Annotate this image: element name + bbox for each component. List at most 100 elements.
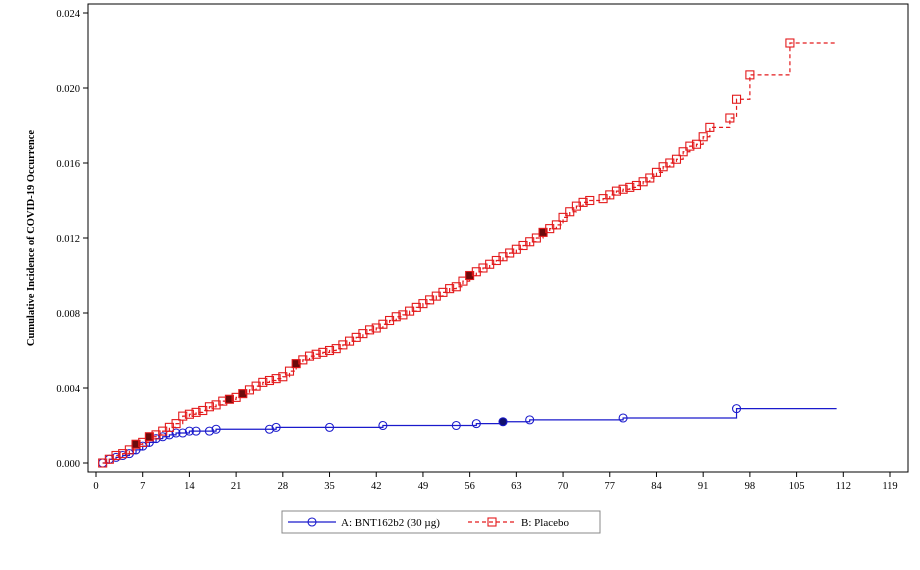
data-point [685, 141, 695, 151]
data-point [731, 94, 742, 104]
data-point [278, 372, 288, 382]
legend-item-b: B: Placebo [468, 517, 569, 529]
data-point [131, 439, 141, 449]
y-axis-title: Cumulative Incidence of COVID-19 Occurre… [26, 130, 37, 347]
data-point [731, 404, 742, 414]
x-tick-label: 84 [651, 481, 662, 492]
data-point [585, 195, 595, 206]
data-point [138, 437, 148, 447]
x-tick-label: 91 [698, 481, 709, 492]
data-point [158, 432, 168, 442]
data-point [451, 282, 461, 292]
data-point [445, 284, 455, 294]
data-point [204, 402, 214, 412]
data-point [471, 419, 481, 429]
x-tick-label: 56 [464, 481, 475, 492]
y-tick-label: 0.000 [56, 459, 80, 470]
data-point [525, 415, 535, 425]
data-point [324, 345, 335, 356]
data-point [171, 419, 181, 429]
x-tick-label: 42 [371, 481, 382, 492]
data-point [124, 445, 134, 455]
y-tick-label: 0.024 [56, 9, 80, 20]
data-point [725, 113, 735, 123]
y-axis: 0.000 0.004 0.008 0.012 0.016 0.020 0.024 [56, 9, 88, 470]
data-point [191, 426, 201, 436]
data-point [324, 422, 335, 432]
data-point [498, 417, 508, 427]
y-tick-label: 0.020 [56, 84, 80, 95]
y-tick-label: 0.008 [56, 309, 80, 320]
data-point [191, 407, 201, 417]
data-point [365, 325, 375, 335]
data-point [211, 424, 221, 434]
data-point [224, 394, 234, 404]
x-axis: 0 7 14 21 28 35 42 49 56 63 70 77 84 91 98 105 112 119 [93, 472, 898, 492]
data-point [691, 139, 702, 149]
data-point [578, 197, 588, 207]
data-point [698, 132, 708, 142]
data-point [318, 347, 328, 357]
data-point [304, 351, 315, 361]
x-tick-label: 28 [278, 481, 289, 492]
data-point [745, 70, 755, 80]
data-point [171, 428, 181, 438]
data-point [391, 312, 401, 322]
data-point [671, 154, 682, 164]
data-point [271, 422, 281, 432]
legend-b-label: B: Placebo [521, 517, 569, 529]
data-point [178, 428, 188, 438]
data-point [264, 424, 275, 434]
x-tick-label: 35 [324, 481, 335, 492]
data-point [645, 173, 655, 183]
data-point [311, 349, 321, 359]
x-tick-label: 77 [605, 481, 616, 492]
data-point [111, 450, 121, 461]
data-point [258, 377, 268, 387]
data-point [178, 411, 188, 421]
x-tick-label: 49 [418, 481, 429, 492]
x-tick-label: 63 [511, 481, 522, 492]
x-tick-label: 21 [231, 481, 242, 492]
data-point [611, 186, 621, 196]
legend-a-label: A: BNT162b2 (30 µg) [341, 517, 440, 529]
y-tick-label: 0.016 [56, 159, 80, 170]
data-point [204, 426, 214, 436]
x-tick-label: 98 [745, 481, 756, 492]
x-tick-label: 70 [558, 481, 569, 492]
data-point [531, 233, 541, 243]
data-point [184, 426, 194, 436]
data-point [678, 147, 688, 157]
x-tick-label: 119 [882, 481, 897, 492]
data-point [184, 409, 194, 419]
data-point [705, 122, 715, 132]
data-point [458, 276, 468, 286]
x-tick-label: 112 [836, 481, 851, 492]
data-point [271, 374, 281, 384]
data-point [378, 420, 388, 431]
legend-a-marker [307, 517, 317, 527]
y-tick-label: 0.012 [56, 234, 80, 245]
data-point [264, 375, 275, 386]
legend-item-a: A: BNT162b2 (30 µg) [288, 517, 440, 529]
x-tick-label: 105 [789, 481, 805, 492]
series-b [98, 38, 837, 468]
x-tick-label: 7 [140, 481, 145, 492]
x-tick-label: 0 [93, 481, 98, 492]
data-point [551, 220, 561, 230]
data-point [558, 212, 568, 222]
x-tick-label: 14 [184, 481, 195, 492]
plot-area [87, 3, 909, 473]
legend: A: BNT162b2 (30 µg) B: Placebo [281, 510, 601, 534]
data-point [284, 366, 295, 376]
data-point [651, 167, 662, 177]
legend-box [281, 510, 601, 534]
data-point [625, 182, 635, 192]
legend-b-marker [487, 517, 497, 527]
data-point [451, 420, 461, 431]
data-point [618, 413, 628, 423]
data-point [144, 432, 154, 442]
y-tick-label: 0.004 [56, 384, 80, 395]
data-point [618, 184, 628, 194]
